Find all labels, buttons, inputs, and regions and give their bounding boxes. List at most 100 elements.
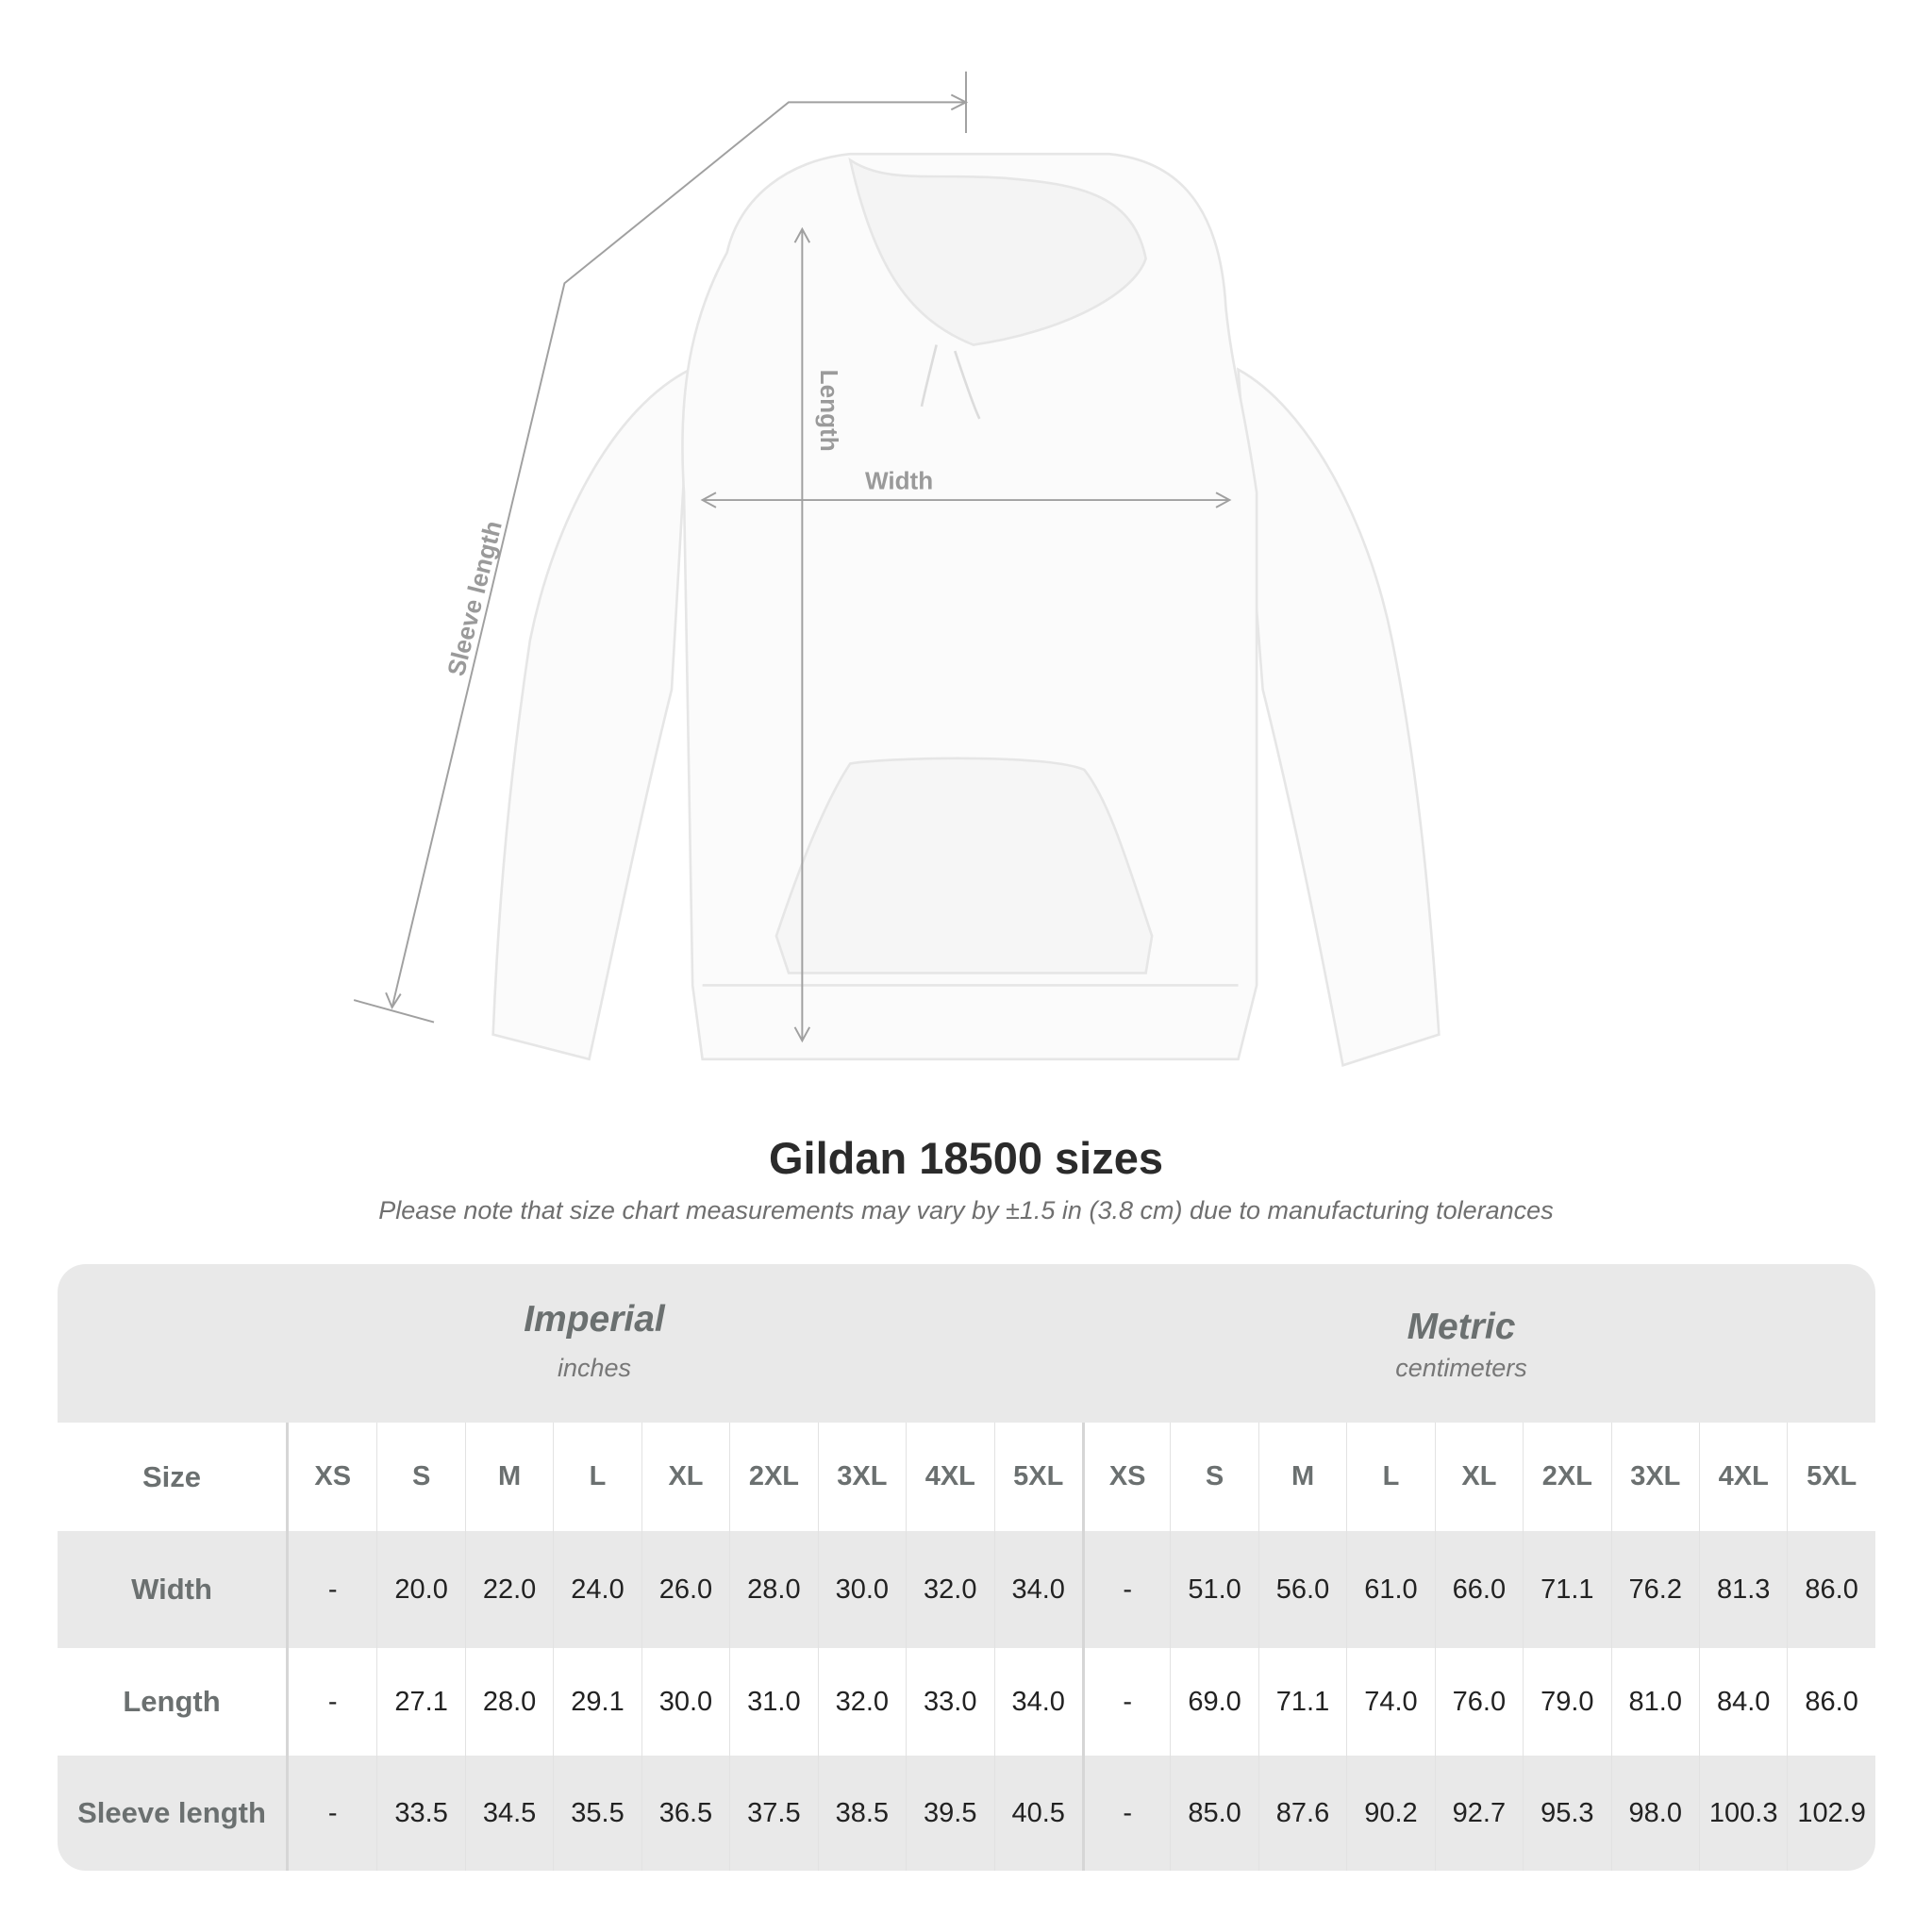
table-cell: 38.5 bbox=[817, 1756, 906, 1871]
table-cell: 76.0 bbox=[1434, 1648, 1523, 1756]
size-header-cell: S bbox=[1170, 1423, 1257, 1531]
size-header-cell: M bbox=[1257, 1423, 1346, 1531]
table-cell: 87.6 bbox=[1257, 1756, 1346, 1871]
table-cell: 34.0 bbox=[993, 1531, 1082, 1648]
table-cell: 71.1 bbox=[1523, 1531, 1610, 1648]
table-cell: 39.5 bbox=[906, 1756, 993, 1871]
size-header-cell: XS bbox=[1081, 1423, 1170, 1531]
row-band bbox=[58, 1756, 1875, 1871]
table-cell: 24.0 bbox=[553, 1531, 641, 1648]
table-cell: 28.0 bbox=[729, 1531, 817, 1648]
row-label: Width bbox=[58, 1531, 289, 1648]
length-arrow bbox=[793, 226, 811, 1043]
measurement-lines bbox=[353, 71, 1232, 1043]
table-cell: 34.0 bbox=[993, 1648, 1082, 1756]
size-header-cell: M bbox=[464, 1423, 553, 1531]
size-header-cell: 4XL bbox=[906, 1423, 993, 1531]
table-cell: 69.0 bbox=[1170, 1648, 1257, 1756]
metric-heading: Metric centimeters bbox=[1178, 1307, 1744, 1383]
table-cell: 90.2 bbox=[1346, 1756, 1434, 1871]
sleeve-arrowheads bbox=[385, 93, 969, 1010]
table-cell: 34.5 bbox=[464, 1756, 553, 1871]
table-cell: 86.0 bbox=[1787, 1531, 1874, 1648]
page-title: Gildan 18500 sizes bbox=[768, 1133, 1164, 1183]
length-label: Length bbox=[815, 370, 843, 452]
table-cell: 36.5 bbox=[641, 1756, 729, 1871]
table-cell: 81.3 bbox=[1699, 1531, 1787, 1648]
table-cell: 40.5 bbox=[993, 1756, 1082, 1871]
table-cell: 84.0 bbox=[1699, 1648, 1787, 1756]
table-row: Length -27.1 28.0 29.1 30.0 31.0 32.0 33.0 34.0-… bbox=[58, 1648, 1875, 1756]
tolerance-note: Please note that size chart measurements… bbox=[378, 1196, 1554, 1224]
table-row: Width -20.0 22.0 24.0 26.0 28.0 30.0 32.0 34.0-5… bbox=[58, 1531, 1875, 1648]
table-cell: 76.2 bbox=[1610, 1531, 1699, 1648]
size-header-cell: L bbox=[1346, 1423, 1434, 1531]
imperial-heading: Imperial inches bbox=[311, 1299, 877, 1383]
table-cell: 37.5 bbox=[729, 1756, 817, 1871]
row-label: Length bbox=[58, 1648, 289, 1756]
width-label: Width bbox=[865, 466, 933, 494]
table-cell: - bbox=[327, 1686, 338, 1717]
size-header-cell: 5XL bbox=[993, 1423, 1082, 1531]
table-cell: 98.0 bbox=[1610, 1756, 1699, 1871]
table-cell: 51.0 bbox=[1170, 1531, 1257, 1648]
table-cell: 30.0 bbox=[817, 1531, 906, 1648]
size-header-cell: XL bbox=[641, 1423, 729, 1531]
size-header-cell: 3XL bbox=[1610, 1423, 1699, 1531]
row-label: Sleeve length bbox=[58, 1756, 289, 1871]
table-cell: 35.5 bbox=[553, 1756, 641, 1871]
table-cell: 92.7 bbox=[1434, 1756, 1523, 1871]
table-cell: 81.0 bbox=[1610, 1648, 1699, 1756]
table-cell: - bbox=[327, 1574, 338, 1605]
table-cell: - bbox=[327, 1797, 338, 1828]
table-cell: 56.0 bbox=[1257, 1531, 1346, 1648]
table-cell: 32.0 bbox=[817, 1648, 906, 1756]
table-cell: 27.1 bbox=[376, 1648, 464, 1756]
table-cell: 85.0 bbox=[1170, 1756, 1257, 1871]
table-cell: 28.0 bbox=[464, 1648, 553, 1756]
table-cell: 79.0 bbox=[1523, 1648, 1610, 1756]
size-header-cell: L bbox=[553, 1423, 641, 1531]
metric-title: Metric bbox=[1407, 1307, 1516, 1347]
hoodie-image bbox=[491, 152, 1441, 1067]
table-row: Sleeve length - 33.5 34.5 35.5 36.5 37.5 38.5 39… bbox=[58, 1756, 1875, 1871]
row-label: Size bbox=[58, 1423, 289, 1531]
table-cell: 61.0 bbox=[1346, 1531, 1434, 1648]
size-header-cell: XL bbox=[1434, 1423, 1523, 1531]
header-band bbox=[58, 1264, 1875, 1423]
table-cell: 95.3 bbox=[1523, 1756, 1610, 1871]
size-header-cell: 5XL bbox=[1787, 1423, 1874, 1531]
row-band bbox=[58, 1531, 1875, 1648]
table-cell: 66.0 bbox=[1434, 1531, 1523, 1648]
table-cell: 32.0 bbox=[906, 1531, 993, 1648]
table-cell: 29.1 bbox=[553, 1648, 641, 1756]
size-chart-table: Imperial inches Metric centimeters Size X… bbox=[58, 1264, 1875, 1871]
size-header-cell: 4XL bbox=[1699, 1423, 1787, 1531]
table-cell: 33.5 bbox=[376, 1756, 464, 1871]
table-cell: - bbox=[1081, 1531, 1170, 1648]
table-cell: 22.0 bbox=[464, 1531, 553, 1648]
table-cell: 33.0 bbox=[906, 1648, 993, 1756]
width-arrow bbox=[700, 491, 1232, 508]
size-header-cell: XS bbox=[314, 1461, 352, 1491]
table-cell: 31.0 bbox=[729, 1648, 817, 1756]
size-header-cell: 2XL bbox=[1523, 1423, 1610, 1531]
imperial-unit: inches bbox=[557, 1354, 632, 1382]
table-cell: 74.0 bbox=[1346, 1648, 1434, 1756]
table-cell: 102.9 bbox=[1787, 1756, 1874, 1871]
size-header-cell: 3XL bbox=[817, 1423, 906, 1531]
metric-unit: centimeters bbox=[1395, 1354, 1527, 1382]
table-cell: 26.0 bbox=[641, 1531, 729, 1648]
table-cell: 100.3 bbox=[1699, 1756, 1787, 1871]
table-cell: 20.0 bbox=[376, 1531, 464, 1648]
table-cell: - bbox=[1081, 1648, 1170, 1756]
table-cell: 71.1 bbox=[1257, 1648, 1346, 1756]
size-header-cell: 2XL bbox=[729, 1423, 817, 1531]
table-cell: - bbox=[1081, 1756, 1170, 1871]
table-cell: 30.0 bbox=[641, 1648, 729, 1756]
imperial-title: Imperial bbox=[524, 1299, 665, 1340]
sleeve-length-label: Sleeve length bbox=[441, 518, 508, 679]
size-header-cell: S bbox=[376, 1423, 464, 1531]
size-header-row: Size XS S M L XL 2XL 3XL 4XL 5XL XS S M L XL 2XL 3XL 4XL 5… bbox=[58, 1423, 1875, 1531]
hoodie-measurement-diagram: Sleeve length Length Width bbox=[353, 71, 1441, 1067]
